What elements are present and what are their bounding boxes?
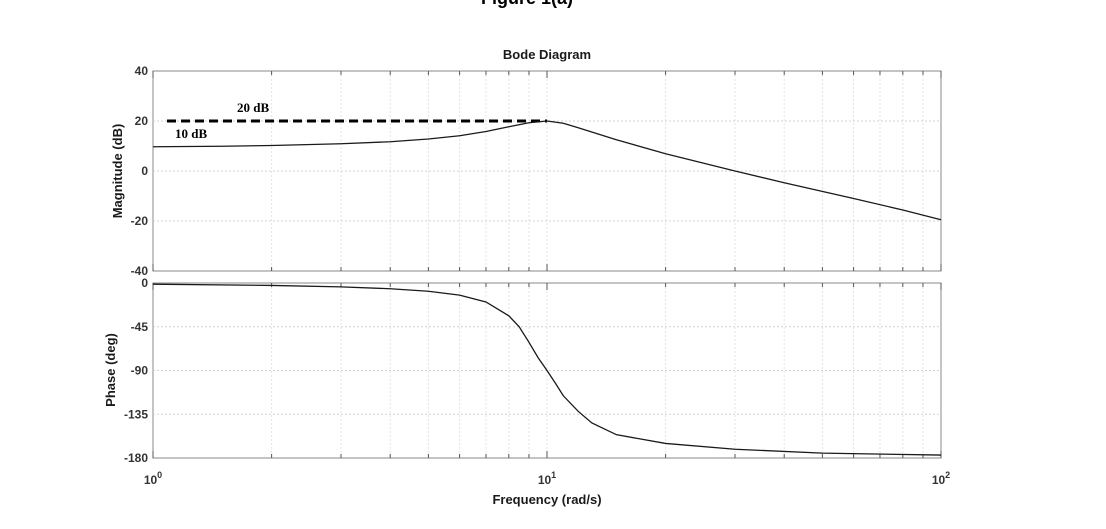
y-tick-label: -180 [124,451,148,465]
y-tick-label: 0 [141,164,148,178]
magnitude-y-axis-label: Magnitude (dB) [110,124,125,219]
y-tick-label: 40 [135,64,149,78]
phase-y-axis-label: Phase (deg) [103,333,118,407]
peak-annotation-label: 20 dB [237,100,269,115]
magnitude-tick-labels: -40 -20 0 20 40 [131,64,149,278]
chart-title: Bode Diagram [503,47,591,62]
magnitude-annotations: 20 dB 10 dB [167,100,547,141]
magnitude-grid [152,71,942,271]
dc-gain-annotation-label: 10 dB [175,126,207,141]
y-tick-label: -90 [131,364,149,378]
figure-title: Figure 1(a) [481,0,573,8]
y-tick-label: -135 [124,407,148,421]
y-tick-label: 20 [135,114,149,128]
y-tick-label: 0 [141,276,148,290]
x-axis-label: Frequency (rad/s) [492,492,601,507]
y-tick-label: -45 [131,320,149,334]
phase-panel: -180 -135 -90 -45 0 100 101 102 Phase (deg) Fre… [103,276,950,507]
x-tick-label: 100 [144,470,162,487]
magnitude-series-line [152,120,942,221]
x-tick-label: 101 [538,470,556,487]
phase-tick-labels: -180 -135 -90 -45 0 100 101 102 [124,276,950,487]
y-tick-label: -20 [131,214,149,228]
phase-series-line [152,283,942,456]
x-tick-label: 102 [932,470,950,487]
y-tick-label: -40 [131,264,149,278]
